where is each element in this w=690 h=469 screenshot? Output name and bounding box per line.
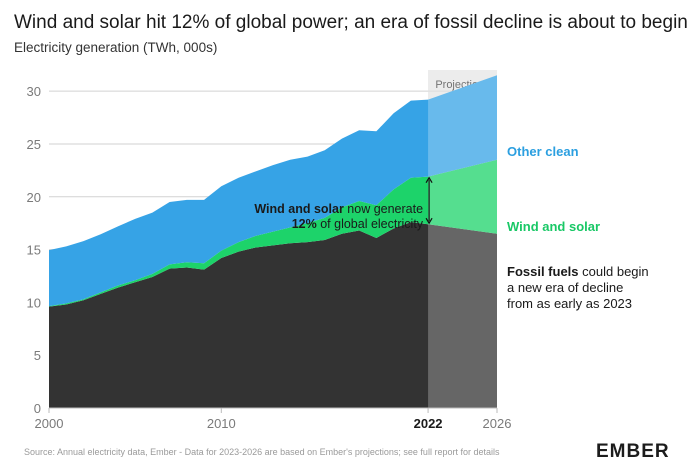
- label-fossil-fuels: Fossil fuels could begin: [507, 264, 649, 279]
- label-other-clean: Other clean: [507, 144, 579, 159]
- y-tick-label: 20: [27, 190, 41, 205]
- label-wind-solar: Wind and solar: [507, 219, 600, 234]
- y-tick-label: 25: [27, 137, 41, 152]
- label-fossil-line-3: from as early as 2023: [507, 296, 632, 311]
- area-wind-solar: [49, 159, 497, 307]
- label-fossil-line-2: a new era of decline: [507, 280, 623, 295]
- chart-title: Wind and solar hit 12% of global power; …: [14, 12, 688, 33]
- source-note: Source: Annual electricity data, Ember -…: [24, 447, 500, 457]
- x-tick-label: 2010: [207, 416, 236, 431]
- area-fossil-fuels: [49, 222, 497, 408]
- annotation-line-1: Wind and solar now generate: [254, 202, 423, 216]
- annotation-arrowhead-down: [425, 217, 433, 225]
- y-tick-label: 30: [27, 84, 41, 99]
- annotation-arrowhead-up: [425, 176, 433, 183]
- y-tick-label: 0: [34, 401, 41, 416]
- x-tick-label: 2026: [483, 416, 512, 431]
- ember-logo: EMBER: [596, 441, 670, 462]
- area-other-clean: [49, 75, 497, 307]
- x-tick-label: 2000: [35, 416, 64, 431]
- y-tick-label: 15: [27, 243, 41, 258]
- y-tick-label: 5: [34, 348, 41, 363]
- x-tick-label: 2022: [414, 416, 443, 431]
- y-tick-label: 10: [27, 295, 41, 310]
- annotation-line-2: 12% of global electricity: [292, 217, 424, 231]
- chart-subtitle: Electricity generation (TWh, 000s): [14, 40, 218, 55]
- projection-shade: [428, 70, 497, 408]
